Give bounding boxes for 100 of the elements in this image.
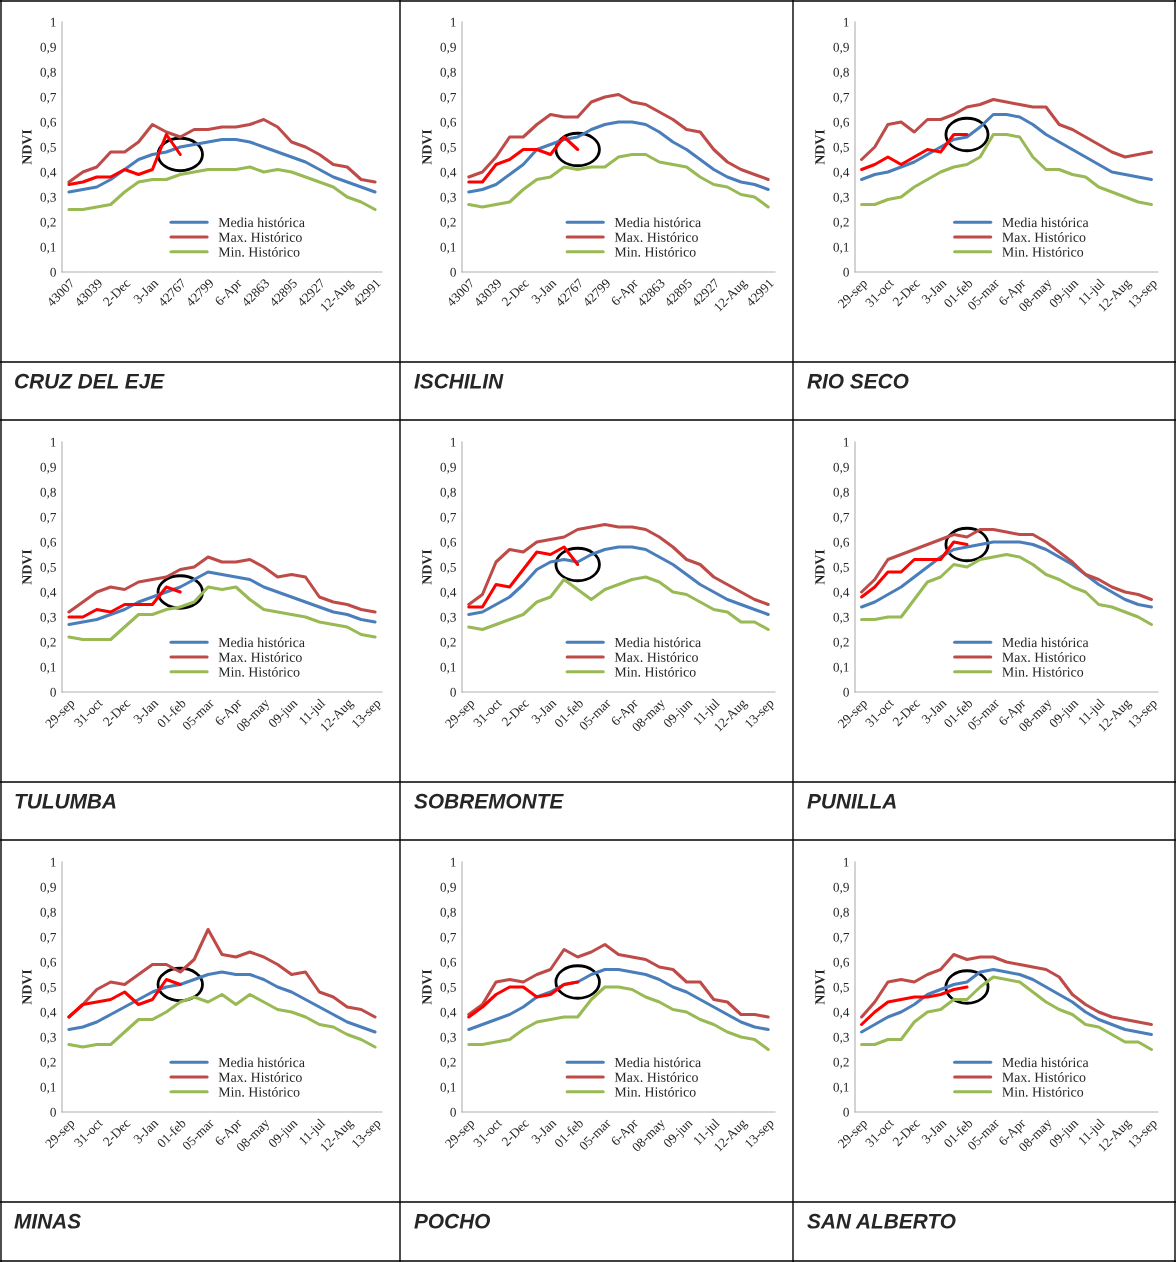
y-tick-label: 1 xyxy=(51,857,56,867)
line-series xyxy=(467,980,580,1019)
line-series xyxy=(67,977,182,1019)
y-tick-label: 0,7 xyxy=(40,932,57,944)
y-tick-label: 0,6 xyxy=(440,537,457,549)
y-tick-label: 0,9 xyxy=(40,42,56,54)
y-tick-label: 0,5 xyxy=(40,142,56,154)
y-tick-label: 0,3 xyxy=(833,612,849,624)
y-tick-label: 0,2 xyxy=(440,637,456,649)
legend-label: Max. Histórico xyxy=(218,1072,302,1082)
legend-label: Media histórica xyxy=(218,1057,305,1068)
legend-label: Min. Histórico xyxy=(614,666,696,677)
y-tick-label: 0 xyxy=(450,267,456,277)
y-tick-label: 0,7 xyxy=(833,512,850,524)
legend-label: Min. Histórico xyxy=(1002,1086,1084,1097)
y-tick-label: 0,2 xyxy=(833,1057,849,1069)
line-series xyxy=(67,555,377,614)
legend-label: Max. Histórico xyxy=(218,232,302,242)
y-tick-label: 0,7 xyxy=(833,92,850,104)
y-tick-label: 0 xyxy=(450,687,456,697)
line-series xyxy=(860,552,1153,627)
y-axis-title: NDVI xyxy=(815,129,825,165)
line-series xyxy=(860,527,1153,602)
line-series xyxy=(860,97,1153,162)
line-series xyxy=(467,575,770,632)
y-tick-label: 0,1 xyxy=(440,662,456,674)
legend-label: Media histórica xyxy=(1002,217,1089,228)
y-tick-label: 0,6 xyxy=(440,117,457,129)
y-axis-title: NDVI xyxy=(815,549,825,585)
y-tick-label: 0,7 xyxy=(440,932,457,944)
y-tick-label: 0,6 xyxy=(40,117,57,129)
line-series xyxy=(67,137,377,194)
y-axis-title: NDVI xyxy=(422,549,432,585)
line-series xyxy=(467,942,770,1019)
legend-label: Min. Histórico xyxy=(218,1086,300,1097)
y-tick-label: 0,4 xyxy=(40,587,57,599)
y-tick-label: 0,8 xyxy=(440,907,456,919)
y-tick-label: 0,1 xyxy=(440,242,456,254)
legend-label: Media histórica xyxy=(1002,1057,1089,1068)
y-tick-label: 0,5 xyxy=(440,142,456,154)
y-tick-label: 0,8 xyxy=(40,67,56,79)
y-tick-label: 0,2 xyxy=(440,217,456,229)
y-tick-label: 0,5 xyxy=(440,982,456,994)
text: PUNILLA xyxy=(807,794,896,809)
y-tick-label: 0,9 xyxy=(833,462,849,474)
y-tick-label: 0,6 xyxy=(440,957,457,969)
text: RIO SECO xyxy=(807,373,909,389)
y-tick-label: 0,4 xyxy=(833,167,850,179)
y-tick-label: 0,3 xyxy=(40,612,56,624)
text: POCHO xyxy=(414,1213,491,1229)
line-series xyxy=(860,540,1153,609)
y-tick-label: 0,1 xyxy=(833,242,849,254)
y-tick-label: 0,4 xyxy=(440,1007,457,1019)
y-tick-label: 0,1 xyxy=(40,662,56,674)
y-tick-label: 0,2 xyxy=(833,637,849,649)
y-tick-label: 0,3 xyxy=(440,192,456,204)
y-tick-label: 0,8 xyxy=(833,907,849,919)
y-tick-label: 1 xyxy=(844,17,849,27)
y-tick-label: 0,9 xyxy=(40,462,56,474)
legend-label: Max. Histórico xyxy=(1002,1072,1086,1082)
y-tick-label: 0,8 xyxy=(440,67,456,79)
y-tick-label: 0,3 xyxy=(833,1032,849,1044)
line-series xyxy=(860,975,1153,1052)
y-tick-label: 0 xyxy=(50,1107,56,1117)
line-series xyxy=(67,970,377,1034)
y-tick-label: 0,8 xyxy=(833,487,849,499)
legend-label: Min. Histórico xyxy=(218,246,300,257)
y-tick-label: 0,3 xyxy=(833,192,849,204)
y-tick-label: 0,1 xyxy=(40,1082,56,1094)
y-tick-label: 0,5 xyxy=(40,982,56,994)
legend-label: Min. Histórico xyxy=(1002,246,1084,257)
legend-label: Min. Histórico xyxy=(218,666,300,677)
legend-label: Min. Histórico xyxy=(614,1086,696,1097)
y-axis-title: NDVI xyxy=(22,549,32,585)
y-tick-label: 0,8 xyxy=(40,487,56,499)
y-tick-label: 0,1 xyxy=(440,1082,456,1094)
y-tick-label: 0,5 xyxy=(440,562,456,574)
y-tick-label: 0,8 xyxy=(833,67,849,79)
y-tick-label: 1 xyxy=(451,437,456,447)
legend-label: Media histórica xyxy=(614,1057,701,1068)
y-tick-label: 0 xyxy=(843,687,849,697)
y-tick-label: 0 xyxy=(50,267,56,277)
text: SAN ALBERTO xyxy=(807,1213,956,1229)
legend-label: Media histórica xyxy=(218,637,305,648)
y-tick-label: 0,3 xyxy=(40,192,56,204)
line-series xyxy=(67,570,377,627)
y-tick-label: 0,1 xyxy=(40,242,56,254)
line-series xyxy=(67,117,377,184)
y-tick-label: 0,4 xyxy=(833,587,850,599)
y-tick-label: 0,7 xyxy=(440,92,457,104)
line-series xyxy=(67,165,377,212)
text: SOBREMONTE xyxy=(414,793,564,809)
line-series xyxy=(467,985,770,1052)
y-tick-label: 0,6 xyxy=(40,957,57,969)
y-tick-label: 0,3 xyxy=(440,1032,456,1044)
legend-label: Max. Histórico xyxy=(1002,652,1086,662)
y-tick-label: 0,1 xyxy=(833,662,849,674)
y-tick-label: 0,9 xyxy=(833,42,849,54)
y-tick-label: 1 xyxy=(844,857,849,867)
y-tick-label: 0,4 xyxy=(40,1007,57,1019)
